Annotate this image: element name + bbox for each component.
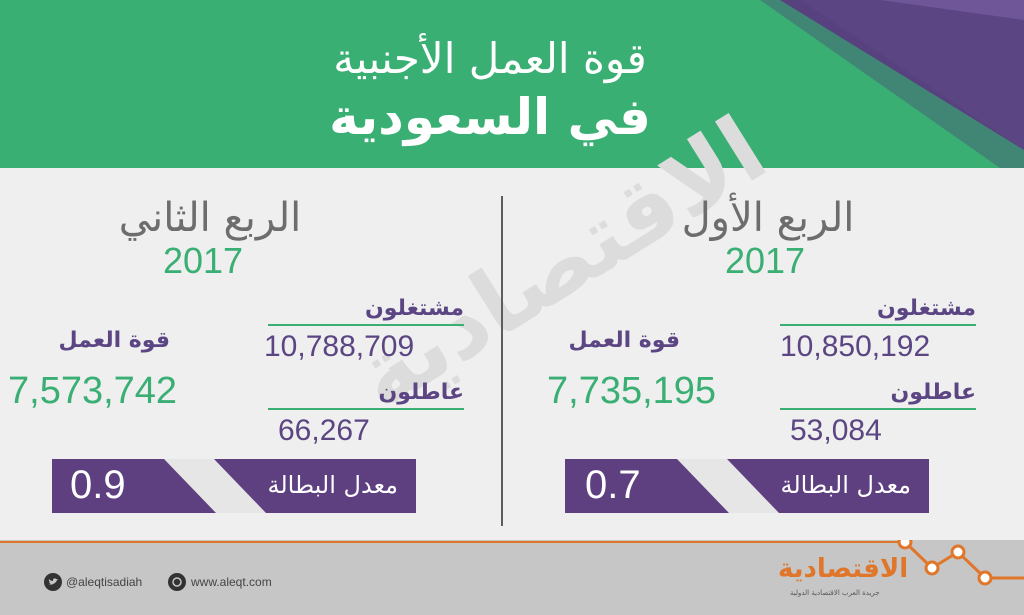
- q1-employed-label: مشتغلون: [877, 296, 976, 321]
- logo-subtext: جريدة العرب الاقتصادية الدولية: [790, 589, 880, 597]
- q1-rate-stripe: [677, 459, 779, 513]
- website-link[interactable]: www.aleqt.com: [191, 575, 272, 589]
- q1-title: الربع الأول: [681, 195, 855, 241]
- q2-employed-value: 10,788,709: [264, 330, 415, 363]
- header-decoration: [760, 0, 1024, 168]
- q1-rate-box: 0.7 معدل البطالة: [565, 459, 929, 513]
- q2-rate-value: 0.9: [70, 463, 126, 507]
- q1-employed-value: 10,850,192: [780, 330, 931, 363]
- header-banner: [0, 0, 1024, 168]
- q2-labor-force-label: قوة العمل: [58, 328, 170, 353]
- q2-unemployed-value: 66,267: [278, 414, 370, 447]
- footer-trend-line: [0, 540, 1024, 586]
- q2-labor-force-value: 7,573,742: [8, 370, 178, 412]
- q2-rate-stripe: [164, 459, 266, 513]
- q2-employed-label: مشتغلون: [365, 296, 464, 321]
- q1-unemployed-underline: [780, 408, 976, 410]
- twitter-handle[interactable]: @aleqtisadiah: [66, 575, 143, 589]
- q2-rate-box: 0.9 معدل البطالة: [52, 459, 416, 513]
- q1-rate-value: 0.7: [585, 463, 641, 507]
- q2-title: الربع الثاني: [118, 195, 302, 241]
- title-line-2: في السعودية: [329, 88, 651, 146]
- globe-icon: [168, 573, 186, 591]
- q1-employed-underline: [780, 324, 976, 326]
- q1-unemployed-label: عاطلون: [890, 380, 976, 405]
- q2-unemployed-label: عاطلون: [378, 380, 464, 405]
- q2-rate-label: معدل البطالة: [267, 471, 399, 499]
- q2-unemployed-underline: [268, 408, 464, 410]
- q2-year: 2017: [162, 240, 244, 281]
- title-line-1: قوة العمل الأجنبية: [333, 34, 647, 83]
- logo: الاقتصادية: [778, 554, 909, 584]
- q1-unemployed-value: 53,084: [790, 414, 882, 447]
- twitter-icon: [44, 573, 62, 591]
- q1-labor-force-value: 7,735,195: [547, 370, 717, 412]
- q1-labor-force-label: قوة العمل: [568, 328, 680, 353]
- q1-rate-label: معدل البطالة: [780, 471, 912, 499]
- column-divider: [501, 196, 503, 526]
- q2-employed-underline: [268, 324, 464, 326]
- q1-year: 2017: [724, 240, 806, 281]
